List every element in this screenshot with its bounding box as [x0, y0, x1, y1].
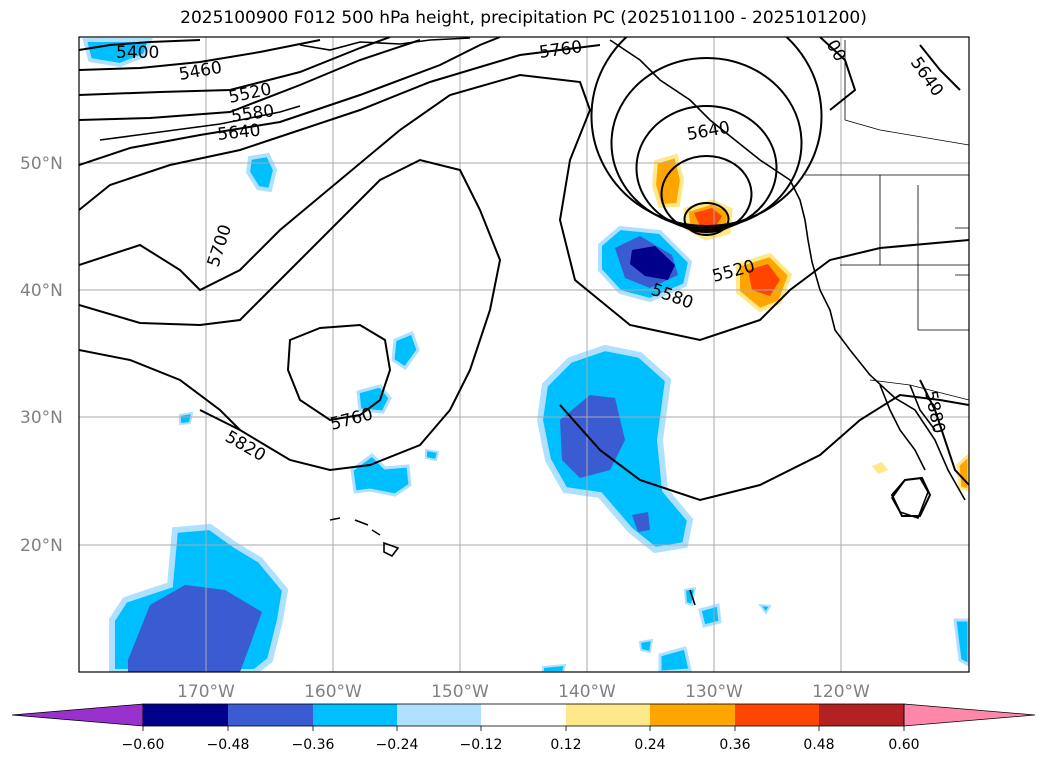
contour-5760-main [79, 73, 969, 342]
precip-area-se-small-3 [953, 618, 969, 667]
map-frame [78, 36, 970, 673]
precip-area-low-center-strong [630, 246, 675, 280]
colorbar-tick-label: 0.24 [634, 737, 665, 753]
contour-5400 [79, 39, 201, 51]
height-contours [79, 37, 969, 517]
border-us-mexico [869, 379, 969, 401]
contour-low-ring-4 [610, 57, 803, 229]
contour-5520 [79, 37, 391, 96]
colorbar-segment [481, 704, 566, 726]
borders [805, 40, 969, 401]
precip-area-small-5 [757, 603, 772, 615]
lat-label-40: 40°N [20, 281, 63, 301]
contour-5580 [79, 39, 421, 121]
colorbar-segment [313, 704, 397, 726]
lon-label-130w: 130°W [685, 682, 743, 702]
colorbar-frame [142, 703, 905, 727]
lon-label-120w: 120°W [812, 682, 870, 702]
coast-baja [879, 384, 936, 471]
lon-label-140w: 140°W [558, 682, 616, 702]
contour-5880 [79, 349, 969, 502]
latitude-labels: 50°N 40°N 30°N 20°N [20, 154, 63, 556]
contour-closed-5880 [890, 476, 932, 517]
coast-alaska [299, 37, 806, 221]
colorbar-segment [143, 704, 228, 726]
precip-area-small-4 [683, 586, 697, 607]
colorbar-segment [819, 704, 904, 726]
coast-aleutians [99, 105, 301, 141]
colorbar-segment [650, 704, 735, 726]
contour-5640 [79, 37, 501, 166]
colorbar-tick-labels: −0.60 −0.48 −0.36 −0.24 −0.12 0.12 0.24 … [122, 737, 920, 753]
coast-hawaii [329, 517, 400, 558]
lon-label-170w: 170°W [177, 682, 235, 702]
precip-pos-east-strong [748, 264, 780, 296]
contour-low-ring-3 [635, 105, 778, 231]
precip-area-mid-pacific-1 [391, 331, 420, 371]
precip-area-se-small-1 [698, 603, 722, 628]
contour-5820 [79, 158, 502, 472]
colorbar-segment [228, 704, 313, 726]
longitude-labels: 170°W 160°W 150°W 140°W 130°W 120°W [177, 682, 870, 702]
contour-5880-east [919, 379, 969, 486]
colorbar-tick-label: −0.48 [207, 737, 250, 753]
contour-low-ring-5 [590, 37, 823, 227]
precip-pos-baja [872, 462, 888, 474]
lon-label-160w: 160°W [304, 682, 362, 702]
precip-negative-shading [82, 38, 969, 672]
colorbar-tick-label: 0.48 [803, 737, 834, 753]
colorbar-tick-label: 0.12 [550, 737, 581, 753]
precip-positive-shading [651, 153, 969, 492]
precip-area-sw-med [128, 585, 262, 672]
coastlines [99, 37, 966, 606]
colorbar: −0.60 −0.48 −0.36 −0.24 −0.12 0.12 0.24 … [11, 703, 1036, 753]
lat-label-50: 50°N [20, 154, 63, 174]
colorbar-tick-label: −0.36 [292, 737, 335, 753]
colorbar-segment [566, 704, 650, 726]
lon-label-150w: 150°W [431, 682, 489, 702]
border-alaska-canada [844, 40, 969, 146]
precip-area-small-1 [179, 411, 194, 426]
colorbar-segment [735, 704, 819, 726]
colorbar-extend-low [11, 703, 144, 727]
colorbar-tick-label: 0.36 [719, 737, 750, 753]
precip-area-small-2 [425, 448, 440, 462]
map-title: 2025100900 F012 500 hPa height, precipit… [180, 8, 867, 28]
colorbar-tick-label: −0.12 [460, 737, 503, 753]
contour-5700 [79, 44, 601, 211]
colorbar-tick-label: 0.60 [888, 737, 919, 753]
precip-area-small-3 [542, 663, 567, 672]
precip-area-subtropical-med2 [632, 512, 650, 532]
precip-area-small-6 [638, 638, 654, 654]
colorbar-ticks [142, 726, 905, 731]
lat-label-30: 30°N [20, 408, 63, 428]
precip-area-se-small-2 [658, 646, 692, 672]
contour-5760-loop [286, 323, 392, 422]
contour-low-ring-2 [660, 155, 753, 233]
precip-pos-center-strong [694, 208, 722, 226]
contour-label-5400: 5400 [116, 43, 159, 63]
contour-5460 [79, 39, 321, 71]
contour-5640-ne [919, 44, 961, 91]
colorbar-tick-label: −0.60 [122, 737, 165, 753]
contour-5760-ne [819, 37, 857, 111]
contour-label-5640: 5640 [216, 121, 261, 145]
colorbar-segment [397, 704, 481, 726]
colorbar-extend-high [903, 703, 1036, 727]
precip-area-north-pacific-w [245, 152, 278, 193]
lat-label-20: 20°N [20, 536, 63, 556]
coast-north-america [804, 219, 966, 501]
border-states [840, 175, 969, 331]
colorbar-tick-label: −0.24 [376, 737, 419, 753]
